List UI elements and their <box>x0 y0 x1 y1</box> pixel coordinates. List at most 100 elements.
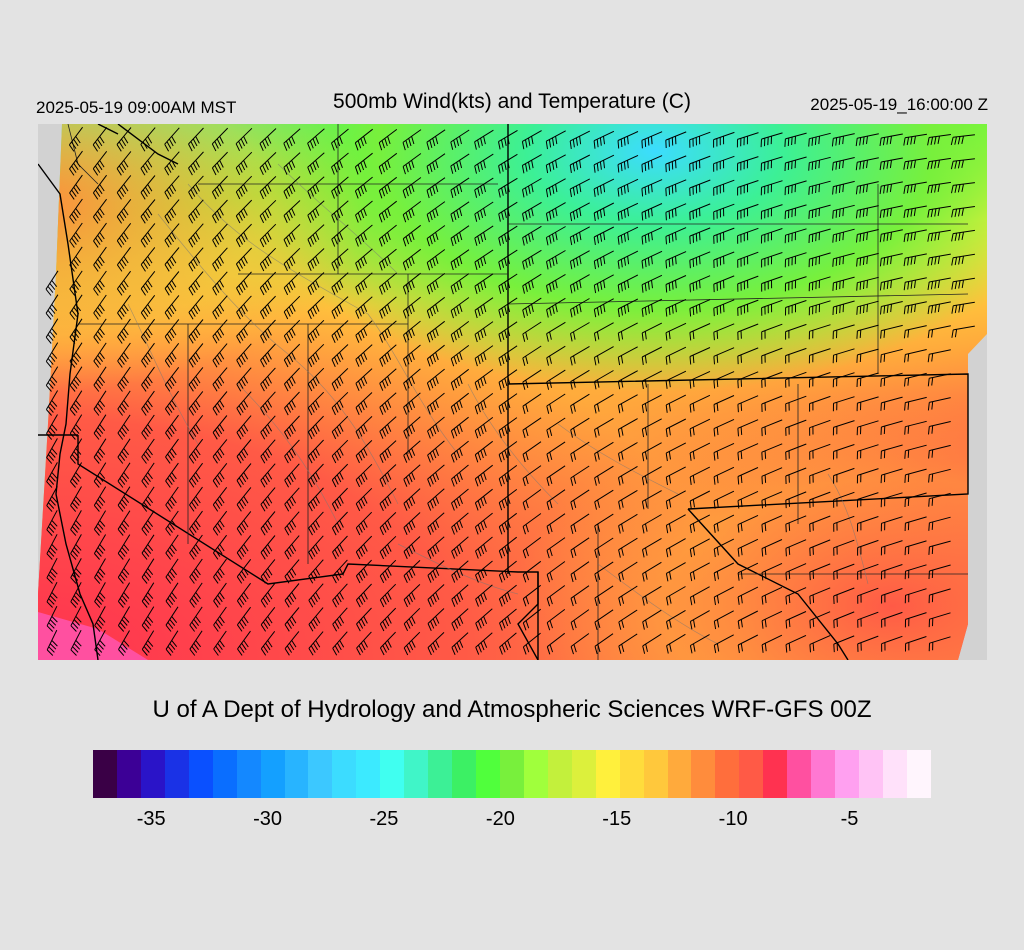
wind-barb <box>426 201 446 223</box>
wind-barb <box>617 370 638 390</box>
wind-barb <box>569 130 591 149</box>
wind-barb <box>927 397 951 411</box>
wind-barb <box>70 486 82 512</box>
wind-barb <box>45 390 59 416</box>
wind-barb <box>618 537 638 558</box>
wind-barb <box>45 294 59 320</box>
wind-barb <box>450 440 469 463</box>
wind-barb <box>927 134 951 146</box>
wind-barb <box>188 199 204 224</box>
wind-barb <box>809 372 831 388</box>
wind-barb <box>737 610 759 629</box>
wind-barb <box>427 512 445 535</box>
wind-barb <box>46 510 58 536</box>
wind-barb <box>498 177 518 198</box>
wind-barb <box>427 560 445 583</box>
wind-barb <box>116 222 132 248</box>
wind-barb <box>642 633 662 654</box>
wind-barb <box>594 393 614 414</box>
wind-barb <box>378 176 398 199</box>
wind-barb <box>642 537 662 558</box>
wind-barb <box>70 582 82 608</box>
wind-barb <box>809 587 831 605</box>
wind-barb <box>570 609 590 631</box>
wind-barb <box>594 537 614 558</box>
wind-barb <box>927 301 951 315</box>
wind-barb <box>785 347 807 364</box>
wind-barb <box>522 178 542 198</box>
wind-barb <box>808 348 831 364</box>
wind-barb <box>569 154 591 173</box>
wind-barb <box>522 465 542 487</box>
wind-barb <box>904 444 927 459</box>
wind-barb <box>593 322 614 342</box>
wind-barb <box>284 415 300 440</box>
colorbar-swatch <box>667 750 692 798</box>
wind-barb <box>427 584 445 608</box>
wind-barb <box>903 301 927 315</box>
wind-barb <box>761 610 783 629</box>
wind-barb <box>879 133 903 146</box>
wind-barb <box>260 606 276 632</box>
wind-barb <box>213 606 227 632</box>
wind-barb <box>402 153 422 175</box>
wind-barb <box>259 271 277 296</box>
wind-barb <box>140 199 156 224</box>
wind-barb <box>116 270 131 296</box>
wind-barb <box>378 224 397 247</box>
wind-barb <box>93 342 107 368</box>
wind-barb <box>45 342 59 368</box>
wind-barb <box>141 342 155 368</box>
wind-barb <box>69 198 83 224</box>
wind-barb <box>880 324 903 339</box>
wind-barb <box>403 536 421 560</box>
wind-barb <box>856 396 879 412</box>
wind-barb <box>546 537 566 559</box>
wind-barb <box>307 439 324 464</box>
wind-barb <box>737 467 759 485</box>
wind-barb <box>164 366 180 392</box>
wind-barb <box>856 348 879 363</box>
wind-barb <box>808 276 831 292</box>
wind-barb <box>809 515 831 533</box>
wind-barb <box>69 222 83 248</box>
wind-barb <box>141 630 155 656</box>
wind-barb <box>117 486 131 512</box>
wind-barb <box>403 464 421 487</box>
wind-barb <box>737 251 759 268</box>
wind-barb <box>833 635 855 653</box>
wind-barb <box>594 441 614 462</box>
wind-barb <box>689 227 711 245</box>
wind-barb <box>833 444 855 460</box>
wind-barb <box>665 203 687 221</box>
wind-barb <box>117 462 131 488</box>
wind-barb <box>832 396 855 412</box>
wind-barb <box>45 270 59 296</box>
wind-barb <box>593 202 615 221</box>
wind-barb <box>46 605 58 632</box>
wind-barb <box>903 253 927 267</box>
wind-barb <box>93 534 107 560</box>
wind-barb <box>165 414 179 440</box>
wind-barb <box>785 419 807 436</box>
wind-barb <box>68 126 83 152</box>
wind-barb <box>379 464 397 488</box>
wind-barb <box>617 154 639 173</box>
wind-barb <box>785 467 807 485</box>
wind-barb <box>259 223 277 248</box>
wind-barb <box>713 227 735 244</box>
wind-barb <box>570 537 590 559</box>
wind-barb <box>236 582 251 608</box>
wind-barb <box>116 198 132 224</box>
wind-barb <box>546 393 566 414</box>
wind-barb <box>689 466 711 485</box>
wind-barb <box>70 558 82 584</box>
wind-barb <box>593 130 615 149</box>
wind-barb <box>427 608 445 632</box>
wind-barb <box>141 366 155 392</box>
colorbar-swatch <box>380 750 405 798</box>
wind-barb <box>903 205 927 218</box>
wind-barb <box>856 468 879 484</box>
wind-barb <box>880 420 903 435</box>
wind-barb <box>355 344 373 367</box>
